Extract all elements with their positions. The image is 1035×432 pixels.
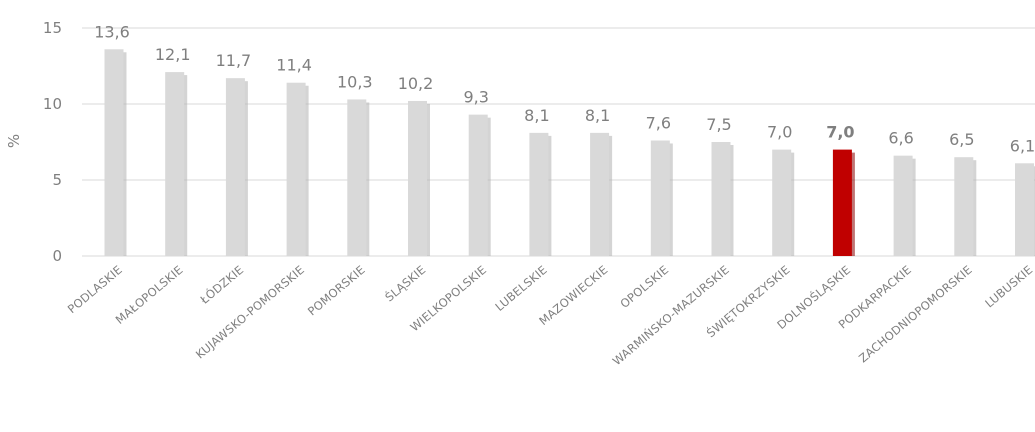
x-tick-label: ZACHODNIOPOMORSKIE [856,263,975,366]
bar [225,78,248,256]
bar [1015,163,1035,256]
bar [408,100,430,257]
x-tick-label: POMORSKIE [305,263,368,319]
bar [650,140,673,256]
bar-rect [165,72,185,256]
bar-rect [286,82,306,256]
data-label: 7,6 [646,113,671,132]
bars [104,49,1035,257]
bar [286,82,309,256]
data-label: 8,1 [585,106,610,125]
bar-rect [893,155,913,256]
bar-rect [650,140,670,256]
data-label: 9,3 [463,88,488,107]
bar [165,72,188,256]
data-label: 6,1 [1010,136,1035,155]
bar [590,132,613,256]
bar [104,49,127,256]
bar [468,114,491,256]
bar [347,99,370,256]
bar [893,155,916,256]
bar-rect [590,132,610,256]
x-tick-label: LUBUSKIE [982,263,1035,311]
x-tick-label: LUBELSKIE [492,263,549,314]
data-label: 10,2 [398,74,434,93]
bar-rect [772,149,792,256]
bar [529,132,552,256]
bar-rect [347,99,367,256]
y-axis-ticks: 0 5 10 15 [43,19,62,265]
data-label: 10,3 [337,72,373,91]
data-label: 11,4 [276,56,312,75]
y-tick-label: 0 [52,247,62,265]
x-tick-label: KUJAWSKO-POMORSKIE [193,263,307,362]
x-tick-label: ŁÓDZKIE [196,262,246,307]
data-label: 12,1 [155,45,191,64]
bar-rect [468,114,488,256]
bar-rect [225,78,245,256]
bar [711,142,734,256]
y-tick-label: 5 [52,171,62,189]
y-tick-label: 15 [43,19,62,37]
bar-rect [104,49,124,256]
bar-rect [832,149,852,256]
y-axis-label: % [5,134,23,148]
data-label: 7,5 [706,115,731,134]
bar-rect [711,142,731,256]
bar-rect [408,100,427,257]
y-tick-label: 10 [43,95,62,113]
bar [954,157,977,256]
bar-rect [1015,163,1034,256]
data-label: 6,5 [949,130,974,149]
data-label: 7,0 [826,123,854,142]
bar-highlighted [832,149,855,256]
data-label: 11,7 [216,51,252,70]
bar [772,149,795,256]
data-label: 8,1 [524,106,549,125]
bar-rect [954,157,974,256]
bar-rect [529,132,549,256]
x-tick-label: PODLASKIE [65,263,125,317]
x-tick-label: ŚLĄSKIE [382,262,429,305]
data-label: 13,6 [94,22,130,41]
data-label: 7,0 [767,123,792,142]
x-tick-label: WARMIŃSKO-MAZURSKIE [609,262,732,368]
data-labels: 13,6 12,1 11,7 11,4 10,3 10,2 9,3 8,1 8,1 7,6 7,5 7… [94,22,1035,155]
x-tick-label: OPOLSKIE [617,263,671,311]
data-label: 6,6 [888,129,913,148]
